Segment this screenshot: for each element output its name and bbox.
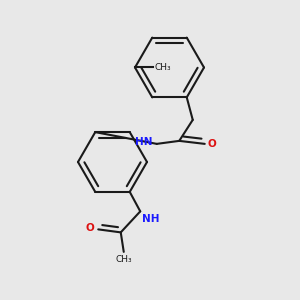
Text: CH₃: CH₃	[116, 255, 132, 264]
Text: HN: HN	[135, 137, 152, 147]
Text: O: O	[86, 223, 95, 233]
Text: NH: NH	[142, 214, 159, 224]
Text: O: O	[208, 139, 217, 149]
Text: CH₃: CH₃	[154, 63, 171, 72]
